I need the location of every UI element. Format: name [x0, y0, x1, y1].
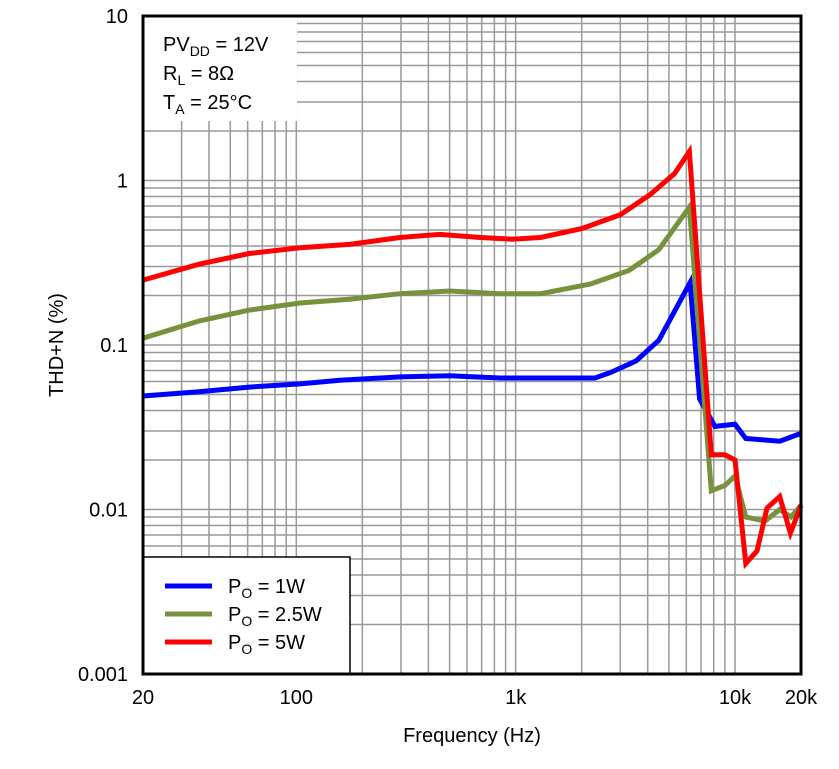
legend-label-2: PO = 2.5W	[228, 604, 322, 629]
x-axis-label: Frequency (Hz)	[403, 725, 541, 747]
series-lines	[142, 144, 804, 570]
x-tick-label: 10k	[719, 687, 752, 709]
y-tick-label: 0.01	[89, 500, 128, 522]
y-tick-label: 10	[106, 6, 128, 28]
annotation-line: RL = 8Ω	[163, 63, 234, 88]
x-tick-label: 20k	[785, 687, 818, 709]
series-line-2	[142, 199, 803, 524]
annotation-line: TA = 25°C	[163, 92, 252, 117]
legend-label-1: PO = 1W	[228, 576, 305, 601]
tick-labels: 20 100 1k 10k 20k 10 1 0.1 0.01 0.001	[78, 6, 818, 709]
series-line-3	[142, 144, 804, 570]
x-tick-label: 100	[280, 687, 313, 709]
x-tick-label: 1k	[505, 687, 527, 709]
x-tick-label: 20	[132, 687, 154, 709]
legend-label-3: PO = 5W	[228, 632, 305, 657]
legend: PO = 1W PO = 2.5W PO = 5W	[142, 556, 351, 675]
y-tick-label: 1	[117, 171, 128, 193]
y-tick-label: 0.001	[78, 664, 128, 686]
conditions-annotation: PVDD = 12V RL = 8Ω TA = 25°C	[143, 16, 297, 121]
series-line-1	[142, 273, 802, 444]
plot-frame	[141, 14, 803, 676]
y-tick-label: 0.1	[100, 335, 128, 357]
y-axis-label: THD+N (%)	[46, 293, 68, 397]
annotation-line: PVDD = 12V	[163, 34, 269, 59]
annotation-background	[143, 16, 297, 121]
